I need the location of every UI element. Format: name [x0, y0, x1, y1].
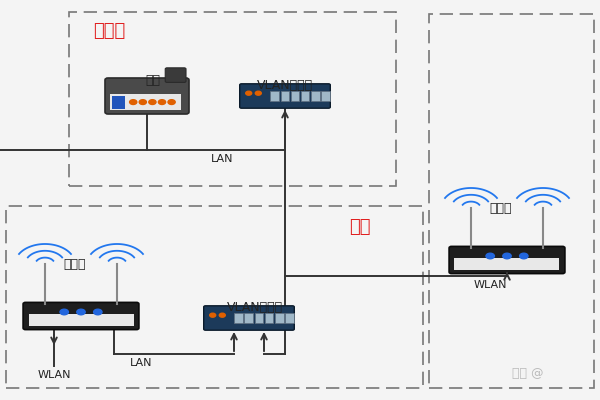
- Circle shape: [60, 309, 68, 315]
- FancyBboxPatch shape: [275, 313, 284, 323]
- FancyBboxPatch shape: [112, 96, 125, 109]
- Text: LAN: LAN: [130, 358, 152, 368]
- FancyBboxPatch shape: [270, 91, 278, 101]
- FancyBboxPatch shape: [245, 313, 253, 323]
- FancyBboxPatch shape: [301, 91, 310, 101]
- Text: WLAN: WLAN: [474, 280, 508, 290]
- FancyBboxPatch shape: [322, 91, 330, 101]
- Circle shape: [168, 100, 175, 104]
- Circle shape: [149, 100, 156, 104]
- Circle shape: [130, 100, 137, 104]
- FancyBboxPatch shape: [449, 246, 565, 274]
- FancyBboxPatch shape: [455, 258, 559, 270]
- Text: 弱电箱: 弱电箱: [93, 22, 125, 40]
- Text: 光猫: 光猫: [146, 74, 161, 87]
- Bar: [429, 14, 594, 388]
- Text: VLAN交换机: VLAN交换机: [227, 301, 283, 314]
- FancyBboxPatch shape: [265, 313, 273, 323]
- Text: LAN: LAN: [211, 154, 233, 164]
- FancyBboxPatch shape: [311, 91, 320, 101]
- FancyBboxPatch shape: [23, 302, 139, 330]
- Circle shape: [486, 253, 494, 259]
- Circle shape: [503, 253, 511, 259]
- Circle shape: [158, 100, 166, 104]
- FancyBboxPatch shape: [29, 314, 133, 326]
- Circle shape: [246, 91, 252, 95]
- Text: VLAN交换机: VLAN交换机: [257, 79, 313, 92]
- Circle shape: [220, 313, 226, 317]
- FancyBboxPatch shape: [240, 84, 331, 108]
- FancyBboxPatch shape: [165, 68, 186, 82]
- Circle shape: [139, 100, 146, 104]
- FancyBboxPatch shape: [105, 78, 189, 114]
- Circle shape: [77, 309, 85, 315]
- Circle shape: [94, 309, 102, 315]
- FancyBboxPatch shape: [281, 91, 289, 101]
- Text: 主路由: 主路由: [64, 258, 86, 271]
- Bar: [69, 12, 396, 186]
- FancyBboxPatch shape: [234, 313, 242, 323]
- Text: 副路由: 副路由: [490, 202, 512, 215]
- Text: 客厅: 客厅: [349, 218, 371, 236]
- Circle shape: [256, 91, 262, 95]
- Text: WLAN: WLAN: [37, 370, 71, 380]
- Text: 知乎 @: 知乎 @: [512, 367, 544, 380]
- FancyBboxPatch shape: [286, 313, 294, 323]
- FancyBboxPatch shape: [204, 306, 294, 330]
- Circle shape: [210, 313, 216, 317]
- FancyBboxPatch shape: [110, 94, 181, 110]
- Bar: [6, 206, 423, 388]
- Circle shape: [520, 253, 528, 259]
- FancyBboxPatch shape: [290, 91, 299, 101]
- FancyBboxPatch shape: [254, 313, 263, 323]
